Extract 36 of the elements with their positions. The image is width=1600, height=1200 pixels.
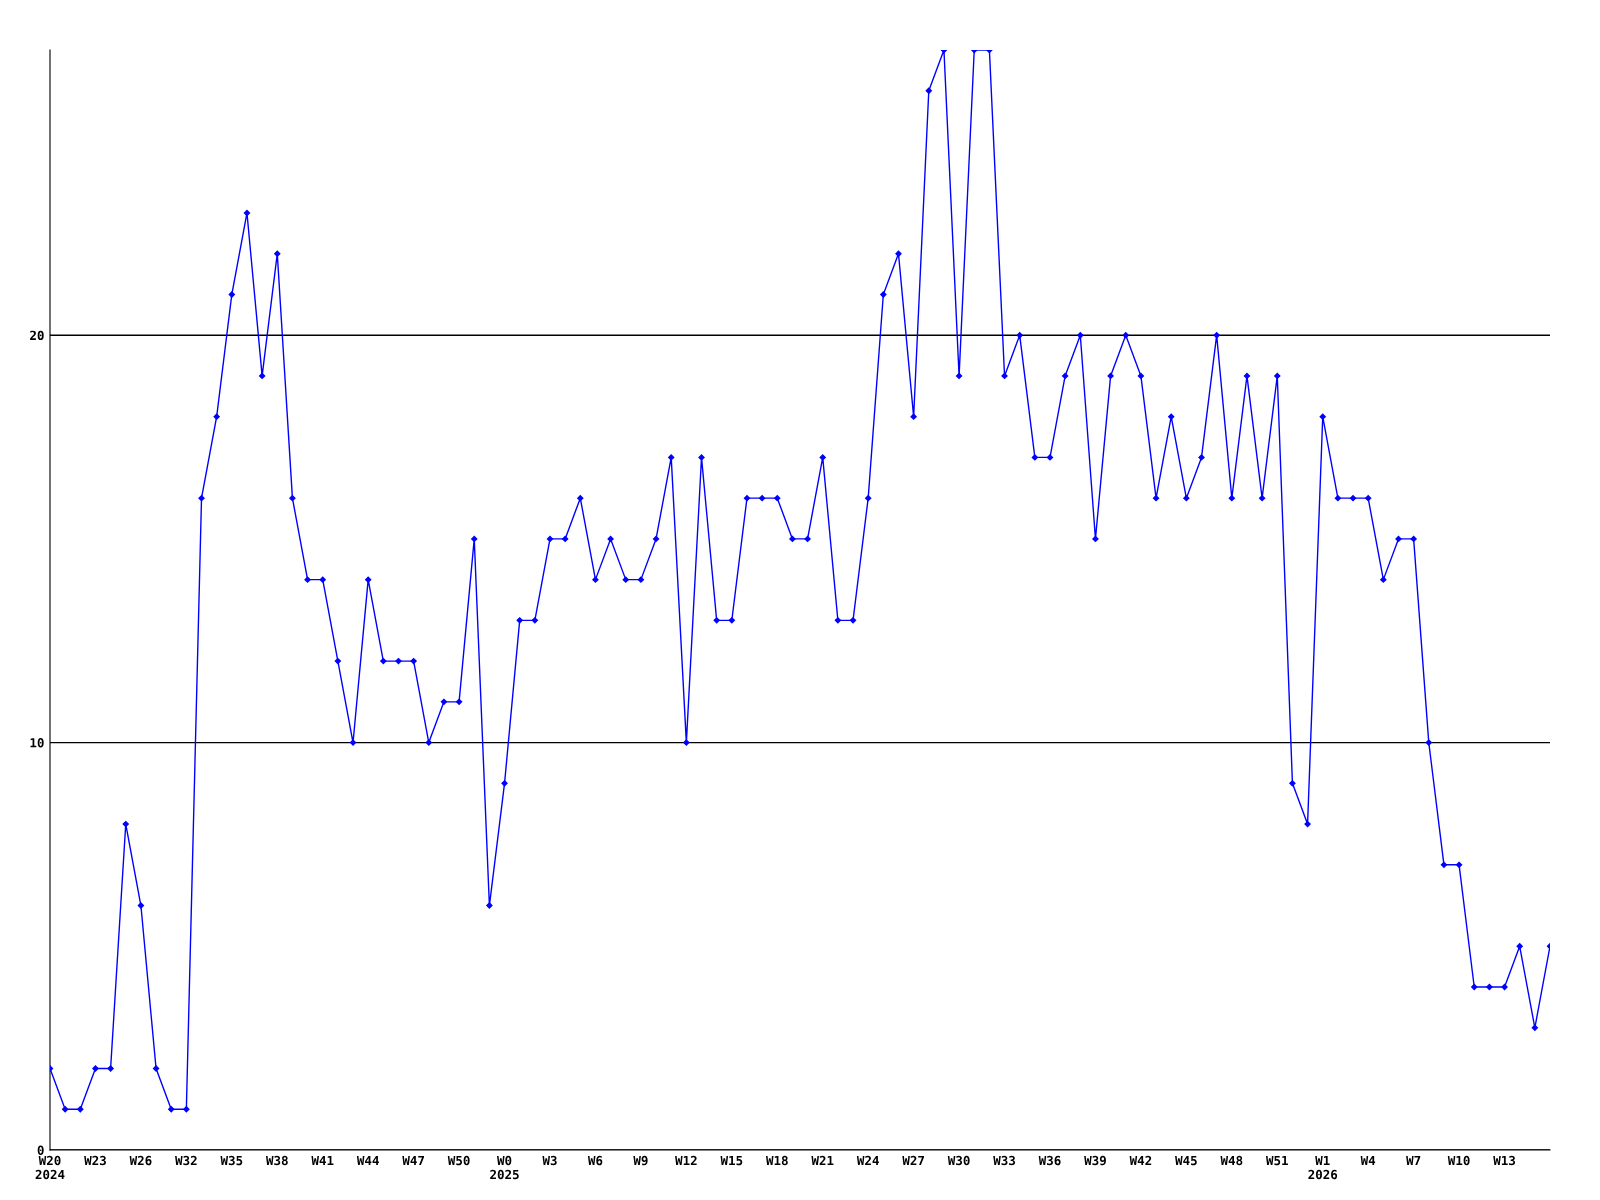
y-tick-label: 0	[37, 1145, 44, 1155]
x-tick-label: W30	[947, 1155, 970, 1166]
x-tick-label: W20 2024	[35, 1155, 65, 1180]
x-tick-label: W32	[175, 1155, 197, 1166]
x-tick-label: W44	[356, 1155, 379, 1166]
x-tick-label: W1 2026	[1308, 1155, 1338, 1180]
x-tick-label: W48	[1220, 1155, 1243, 1166]
y-tick-label: 20	[30, 330, 44, 341]
x-tick-label: W21	[811, 1155, 834, 1166]
x-tick-label: W3	[542, 1155, 557, 1166]
x-tick-label: W35	[220, 1155, 243, 1166]
x-tick-label: W0 2025	[490, 1155, 519, 1180]
x-tick-label: W45	[1175, 1155, 1197, 1166]
x-tick-label: W13	[1493, 1155, 1516, 1166]
x-tick-label: W33	[993, 1155, 1016, 1166]
x-tick-label: W18	[765, 1155, 788, 1166]
x-tick-label: W10	[1447, 1155, 1470, 1166]
x-tick-label: W4	[1360, 1155, 1376, 1166]
y-tick-label: 10	[30, 738, 44, 748]
x-tick-label: W26	[129, 1155, 152, 1166]
x-tick-label: W12	[675, 1155, 697, 1166]
x-tick-label: W41	[311, 1155, 334, 1166]
x-tick-label: W24	[856, 1155, 879, 1166]
x-tick-label: W50	[447, 1155, 470, 1166]
x-tick-label: W23	[84, 1155, 106, 1166]
x-tick-label: W6	[587, 1155, 603, 1166]
x-tick-label: W36	[1038, 1155, 1061, 1166]
x-tick-label: W9	[633, 1155, 648, 1166]
x-tick-label: W42	[1129, 1155, 1152, 1166]
x-tick-label: W38	[265, 1155, 288, 1166]
x-tick-label: W15	[720, 1155, 743, 1166]
x-tick-label: W39	[1084, 1155, 1106, 1166]
x-tick-label: W47	[402, 1155, 424, 1166]
x-tick-label: W51	[1265, 1155, 1288, 1166]
x-tick-label: W7	[1406, 1155, 1421, 1166]
x-tick-label: W27	[902, 1155, 924, 1166]
